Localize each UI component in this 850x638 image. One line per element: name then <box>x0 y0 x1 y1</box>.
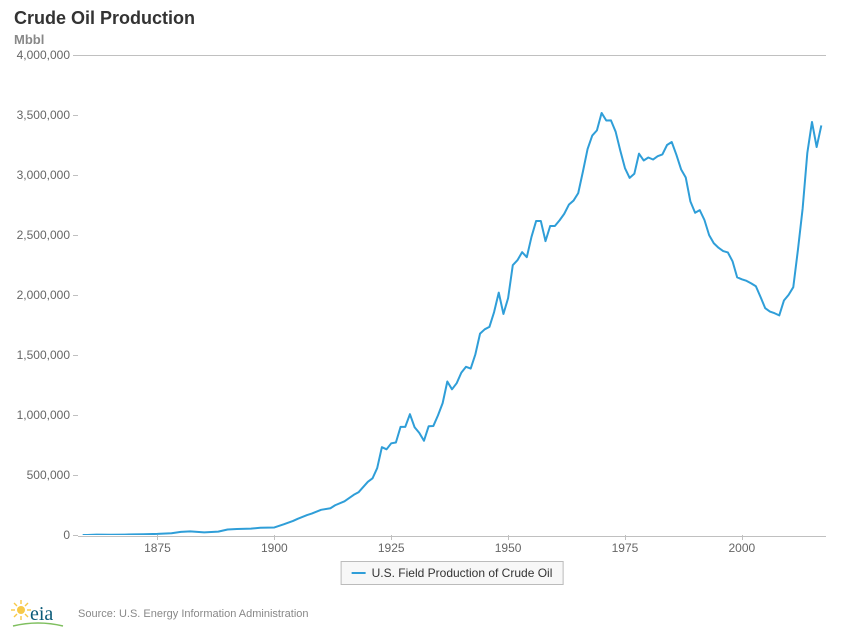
y-tick-label: 500,000 <box>10 468 70 482</box>
x-tick-label: 1900 <box>261 541 288 555</box>
x-tick-mark <box>391 535 392 540</box>
y-tick-mark <box>73 355 78 356</box>
x-tick-label: 1975 <box>612 541 639 555</box>
y-tick-label: 2,500,000 <box>10 228 70 242</box>
y-tick-mark <box>73 475 78 476</box>
svg-text:eia: eia <box>30 603 53 625</box>
x-tick-mark <box>274 535 275 540</box>
x-tick-mark <box>508 535 509 540</box>
y-tick-label: 1,000,000 <box>10 408 70 422</box>
legend: U.S. Field Production of Crude Oil <box>341 561 564 585</box>
x-tick-mark <box>157 535 158 540</box>
y-tick-label: 3,000,000 <box>10 168 70 182</box>
y-tick-mark <box>73 535 78 536</box>
y-tick-label: 3,500,000 <box>10 108 70 122</box>
y-tick-mark <box>73 55 78 56</box>
x-tick-label: 2000 <box>728 541 755 555</box>
series-line <box>83 113 822 535</box>
y-tick-mark <box>73 175 78 176</box>
legend-label: U.S. Field Production of Crude Oil <box>372 566 553 580</box>
y-tick-mark <box>73 295 78 296</box>
line-chart-svg <box>78 55 826 535</box>
y-tick-mark <box>73 115 78 116</box>
x-tick-label: 1925 <box>378 541 405 555</box>
y-tick-label: 1,500,000 <box>10 348 70 362</box>
y-axis-unit: Mbbl <box>14 32 44 47</box>
x-tick-mark <box>742 535 743 540</box>
y-tick-label: 2,000,000 <box>10 288 70 302</box>
chart-title: Crude Oil Production <box>14 8 195 29</box>
x-tick-mark <box>625 535 626 540</box>
chart-container: { "title": "Crude Oil Production", "y_un… <box>0 0 850 638</box>
legend-swatch <box>352 572 366 574</box>
x-tick-label: 1875 <box>144 541 171 555</box>
source-line: Source: U.S. Energy Information Administ… <box>78 608 309 620</box>
x-tick-label: 1950 <box>495 541 522 555</box>
y-tick-mark <box>73 415 78 416</box>
y-tick-label: 4,000,000 <box>10 48 70 62</box>
y-tick-mark <box>73 235 78 236</box>
y-tick-label: 0 <box>10 528 70 542</box>
eia-logo: eia <box>10 596 66 630</box>
